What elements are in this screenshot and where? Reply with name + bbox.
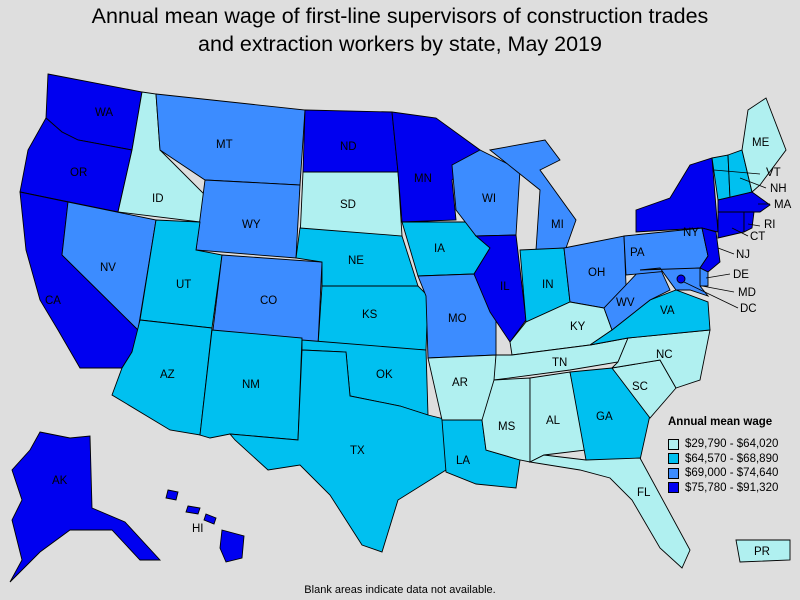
label-OR: OR [70, 167, 87, 179]
label-DC: DC [740, 303, 757, 315]
state-PR[interactable] [735, 539, 791, 563]
state-TX[interactable] [228, 349, 449, 553]
label-HI: HI [192, 523, 204, 535]
label-AK: AK [52, 475, 68, 487]
state-NY[interactable] [635, 157, 719, 233]
label-NM: NM [242, 379, 260, 391]
label-IA: IA [434, 243, 445, 255]
label-NC: NC [656, 349, 673, 361]
legend-label: $64,570 - $68,890 [685, 452, 779, 465]
legend-label: $75,780 - $91,320 [685, 481, 779, 494]
label-OH: OH [588, 267, 605, 279]
label-RI: RI [764, 219, 776, 231]
label-MA: MA [774, 199, 792, 211]
title-line-2: and extraction workers by state, May 201… [198, 32, 602, 56]
title-line-1: Annual mean wage of first-line superviso… [91, 4, 709, 28]
label-MN: MN [414, 173, 432, 185]
state-DC[interactable] [676, 274, 686, 284]
label-AR: AR [452, 377, 468, 389]
state-IL[interactable] [473, 234, 527, 343]
legend-swatch [668, 453, 679, 465]
state-AK[interactable] [9, 431, 162, 583]
label-WA: WA [95, 107, 113, 119]
legend-item: $69,000 - $74,640 [668, 466, 798, 481]
label-AL: AL [546, 415, 561, 427]
label-CO: CO [260, 295, 277, 307]
label-VT: VT [766, 167, 781, 179]
label-PR: PR [754, 546, 770, 558]
label-NJ: NJ [736, 249, 750, 261]
state-CT[interactable] [717, 211, 745, 239]
label-IL: IL [500, 281, 510, 293]
footnote: Blank areas indicate data not available. [304, 584, 496, 596]
label-KY: KY [570, 321, 586, 333]
label-KS: KS [362, 309, 378, 321]
label-TX: TX [350, 445, 365, 457]
label-NY: NY [683, 227, 699, 239]
label-AZ: AZ [160, 369, 175, 381]
legend: Annual mean wage $29,790 - $64,020 $64,57… [668, 416, 798, 495]
label-LA: LA [456, 455, 470, 467]
label-WI: WI [482, 193, 496, 205]
legend-rows: $29,790 - $64,020 $64,570 - $68,890 $69,00… [668, 437, 798, 495]
label-TN: TN [552, 357, 567, 369]
label-NE: NE [348, 255, 364, 267]
label-MT: MT [216, 139, 233, 151]
state-labels: WA OR CA NV ID MT WY UT CO AZ NM ND SD N… [45, 107, 792, 558]
label-ID: ID [152, 193, 164, 205]
state-MI[interactable] [488, 139, 577, 251]
legend-item: $64,570 - $68,890 [668, 452, 798, 467]
legend-item: $75,780 - $91,320 [668, 481, 798, 496]
legend-title: Annual mean wage [668, 416, 773, 428]
label-MO: MO [448, 313, 467, 325]
label-SD: SD [340, 199, 356, 211]
legend-item: $29,790 - $64,020 [668, 437, 798, 452]
label-MD: MD [738, 287, 756, 299]
label-NV: NV [100, 262, 116, 274]
label-SC: SC [632, 381, 648, 393]
state-FL[interactable] [528, 454, 691, 569]
state-MA[interactable] [717, 191, 771, 213]
label-CT: CT [750, 231, 765, 243]
state-MD[interactable] [639, 267, 710, 297]
map-title: Annual mean wage of first-line superviso… [0, 2, 800, 58]
label-MI: MI [551, 219, 564, 231]
legend-swatch [668, 467, 679, 479]
state-MN[interactable] [391, 111, 481, 223]
label-OK: OK [376, 369, 393, 381]
label-IN: IN [542, 279, 554, 291]
label-ND: ND [340, 141, 357, 153]
label-ME: ME [752, 137, 770, 149]
legend-swatch [668, 438, 679, 450]
label-VA: VA [660, 305, 675, 317]
label-WV: WV [616, 297, 635, 309]
leader-lines [683, 169, 770, 309]
label-NH: NH [770, 183, 787, 195]
state-RI[interactable] [743, 211, 755, 233]
label-CA: CA [45, 295, 61, 307]
label-MS: MS [498, 421, 516, 433]
label-WY: WY [242, 219, 261, 231]
label-UT: UT [176, 279, 191, 291]
label-GA: GA [596, 411, 613, 423]
state-AL[interactable] [529, 371, 587, 463]
state-HI[interactable] [165, 489, 245, 563]
label-FL: FL [637, 487, 651, 499]
legend-swatch [668, 482, 679, 494]
legend-label: $29,790 - $64,020 [685, 438, 779, 451]
legend-label: $69,000 - $74,640 [685, 467, 779, 480]
label-PA: PA [630, 247, 645, 259]
label-DE: DE [733, 269, 749, 281]
state-WV[interactable] [603, 267, 671, 331]
